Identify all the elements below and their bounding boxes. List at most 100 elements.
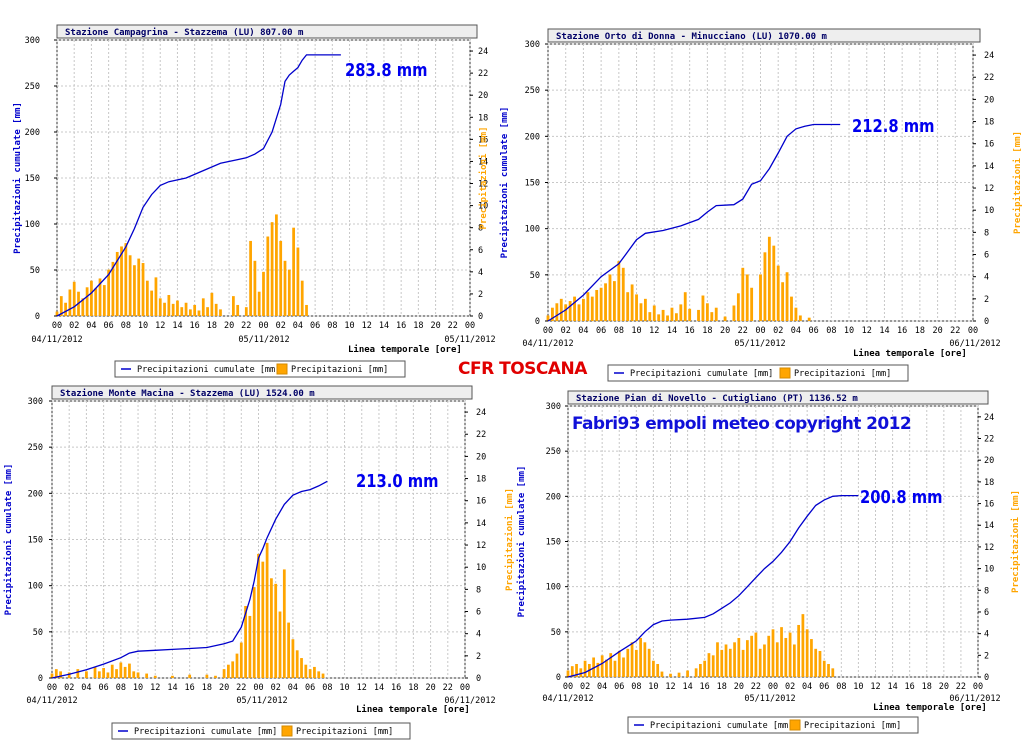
precip-bar <box>266 236 270 316</box>
y-right-tick-label: 12 <box>478 180 488 190</box>
precip-bar <box>626 648 630 677</box>
x-date-label: 04/11/2012 <box>26 696 77 706</box>
y-right-tick-label: 0 <box>478 312 483 322</box>
legend-entry-cumulative: Precipitazioni cumulate [mm] <box>134 727 277 737</box>
x-date-label: 04/11/2012 <box>522 339 573 349</box>
precip-bar <box>206 307 209 316</box>
legend-entry-cumulative: Precipitazioni cumulate [mm] <box>650 721 793 731</box>
x-tick-label: 14 <box>887 682 897 692</box>
x-tick-label: 02 <box>271 683 281 693</box>
precip-bar <box>123 666 127 678</box>
x-tick-label: 18 <box>207 321 217 331</box>
precip-bar <box>72 281 76 316</box>
x-tick-label: 04 <box>597 682 607 692</box>
precip-bar <box>163 302 166 316</box>
y-left-axis-title: Precipitazioni cumulate [mm] <box>12 102 23 254</box>
y-right-tick-label: 16 <box>476 497 486 507</box>
precip-bar <box>270 222 274 316</box>
x-tick-label: 02 <box>276 321 286 331</box>
y-right-tick-label: 2 <box>984 295 989 305</box>
precip-bar <box>763 252 767 321</box>
x-tick-label: 18 <box>408 683 418 693</box>
y-right-tick-label: 24 <box>478 47 488 57</box>
precip-bar <box>564 304 568 321</box>
precip-bar <box>661 309 665 321</box>
y-left-tick-label: 300 <box>525 40 540 50</box>
x-date-label: 05/11/2012 <box>236 696 287 706</box>
precip-bar <box>257 553 260 678</box>
precip-bar <box>300 280 304 316</box>
x-tick-label: 22 <box>448 321 458 331</box>
total-value-label: 200.8 mm <box>860 487 942 508</box>
precip-bar <box>133 265 136 316</box>
x-axis-title: Linea temporale [ore] <box>356 704 470 715</box>
precip-bar <box>622 657 625 677</box>
precip-bar <box>136 672 140 678</box>
y-right-tick-label: 22 <box>984 73 994 83</box>
precip-bar <box>244 307 248 316</box>
precip-bar <box>807 317 811 321</box>
x-tick-label: 00 <box>253 683 263 693</box>
precip-bar <box>767 236 771 321</box>
precip-bar <box>754 632 758 677</box>
precip-bar <box>818 650 822 677</box>
chart-panel: Stazione Monte Macina - Stazzema (LU) 15… <box>3 385 515 740</box>
x-tick-label: 04 <box>293 321 303 331</box>
precip-bar <box>643 298 647 321</box>
precip-bar <box>711 655 715 677</box>
y-right-axis-title: Precipitazioni [mm] <box>504 488 515 591</box>
precip-bar <box>827 663 830 677</box>
precip-bar <box>763 644 766 677</box>
chart-legend: Precipitazioni cumulate [mm] Precipitazio… <box>627 716 919 734</box>
x-tick-label: 14 <box>379 321 389 331</box>
precip-bar <box>609 653 613 677</box>
y-left-tick-label: 200 <box>25 128 40 138</box>
x-tick-label: 16 <box>897 326 907 336</box>
precip-bar <box>657 314 661 321</box>
precip-bar <box>741 649 745 677</box>
y-right-tick-label: 18 <box>984 478 994 488</box>
x-tick-label: 04 <box>578 326 588 336</box>
legend-entry-cumulative: Precipitazioni cumulate [mm] <box>630 369 773 379</box>
y-left-tick-label: 250 <box>546 447 561 457</box>
y-right-tick-label: 22 <box>476 430 486 440</box>
precip-bar <box>188 309 192 316</box>
x-tick-label: 22 <box>241 321 251 331</box>
precip-bar <box>54 669 58 678</box>
precip-bar <box>265 542 269 678</box>
y-right-tick-label: 0 <box>476 674 481 684</box>
y-right-tick-label: 14 <box>478 157 488 167</box>
precip-bar <box>703 660 707 677</box>
x-tick-label: 22 <box>956 682 966 692</box>
x-tick-label: 08 <box>116 683 126 693</box>
precip-bar <box>617 650 621 677</box>
precip-bar <box>76 669 80 678</box>
precip-bar <box>214 303 218 316</box>
x-tick-label: 12 <box>357 683 367 693</box>
precip-bar <box>798 315 802 321</box>
x-tick-label: 16 <box>905 682 915 692</box>
precip-bar <box>801 614 805 677</box>
precip-bar <box>304 664 308 678</box>
legend-box <box>627 716 919 734</box>
precip-bar <box>707 653 711 677</box>
x-tick-label: 06 <box>819 682 829 692</box>
x-tick-label: 00 <box>973 682 983 692</box>
precip-bar <box>132 671 136 678</box>
y-right-tick-label: 6 <box>984 251 989 261</box>
x-tick-label: 08 <box>327 321 337 331</box>
chart-legend: Precipitazioni cumulate [mm] Precipitazio… <box>607 364 909 382</box>
legend-box <box>607 364 909 382</box>
precip-bar <box>604 283 607 321</box>
precip-bar <box>710 312 714 321</box>
legend-box <box>111 722 411 740</box>
chart-panel: Stazione Pian di Novello - Cutigliano (P… <box>516 390 1021 734</box>
x-tick-label: 14 <box>667 326 677 336</box>
x-tick-label: 02 <box>69 321 79 331</box>
precip-bar <box>93 666 97 678</box>
x-tick-label: 20 <box>430 321 440 331</box>
precip-bar <box>154 277 158 316</box>
y-right-tick-label: 8 <box>476 585 481 595</box>
chart-title-bar <box>51 385 473 400</box>
precip-bar <box>600 655 604 677</box>
